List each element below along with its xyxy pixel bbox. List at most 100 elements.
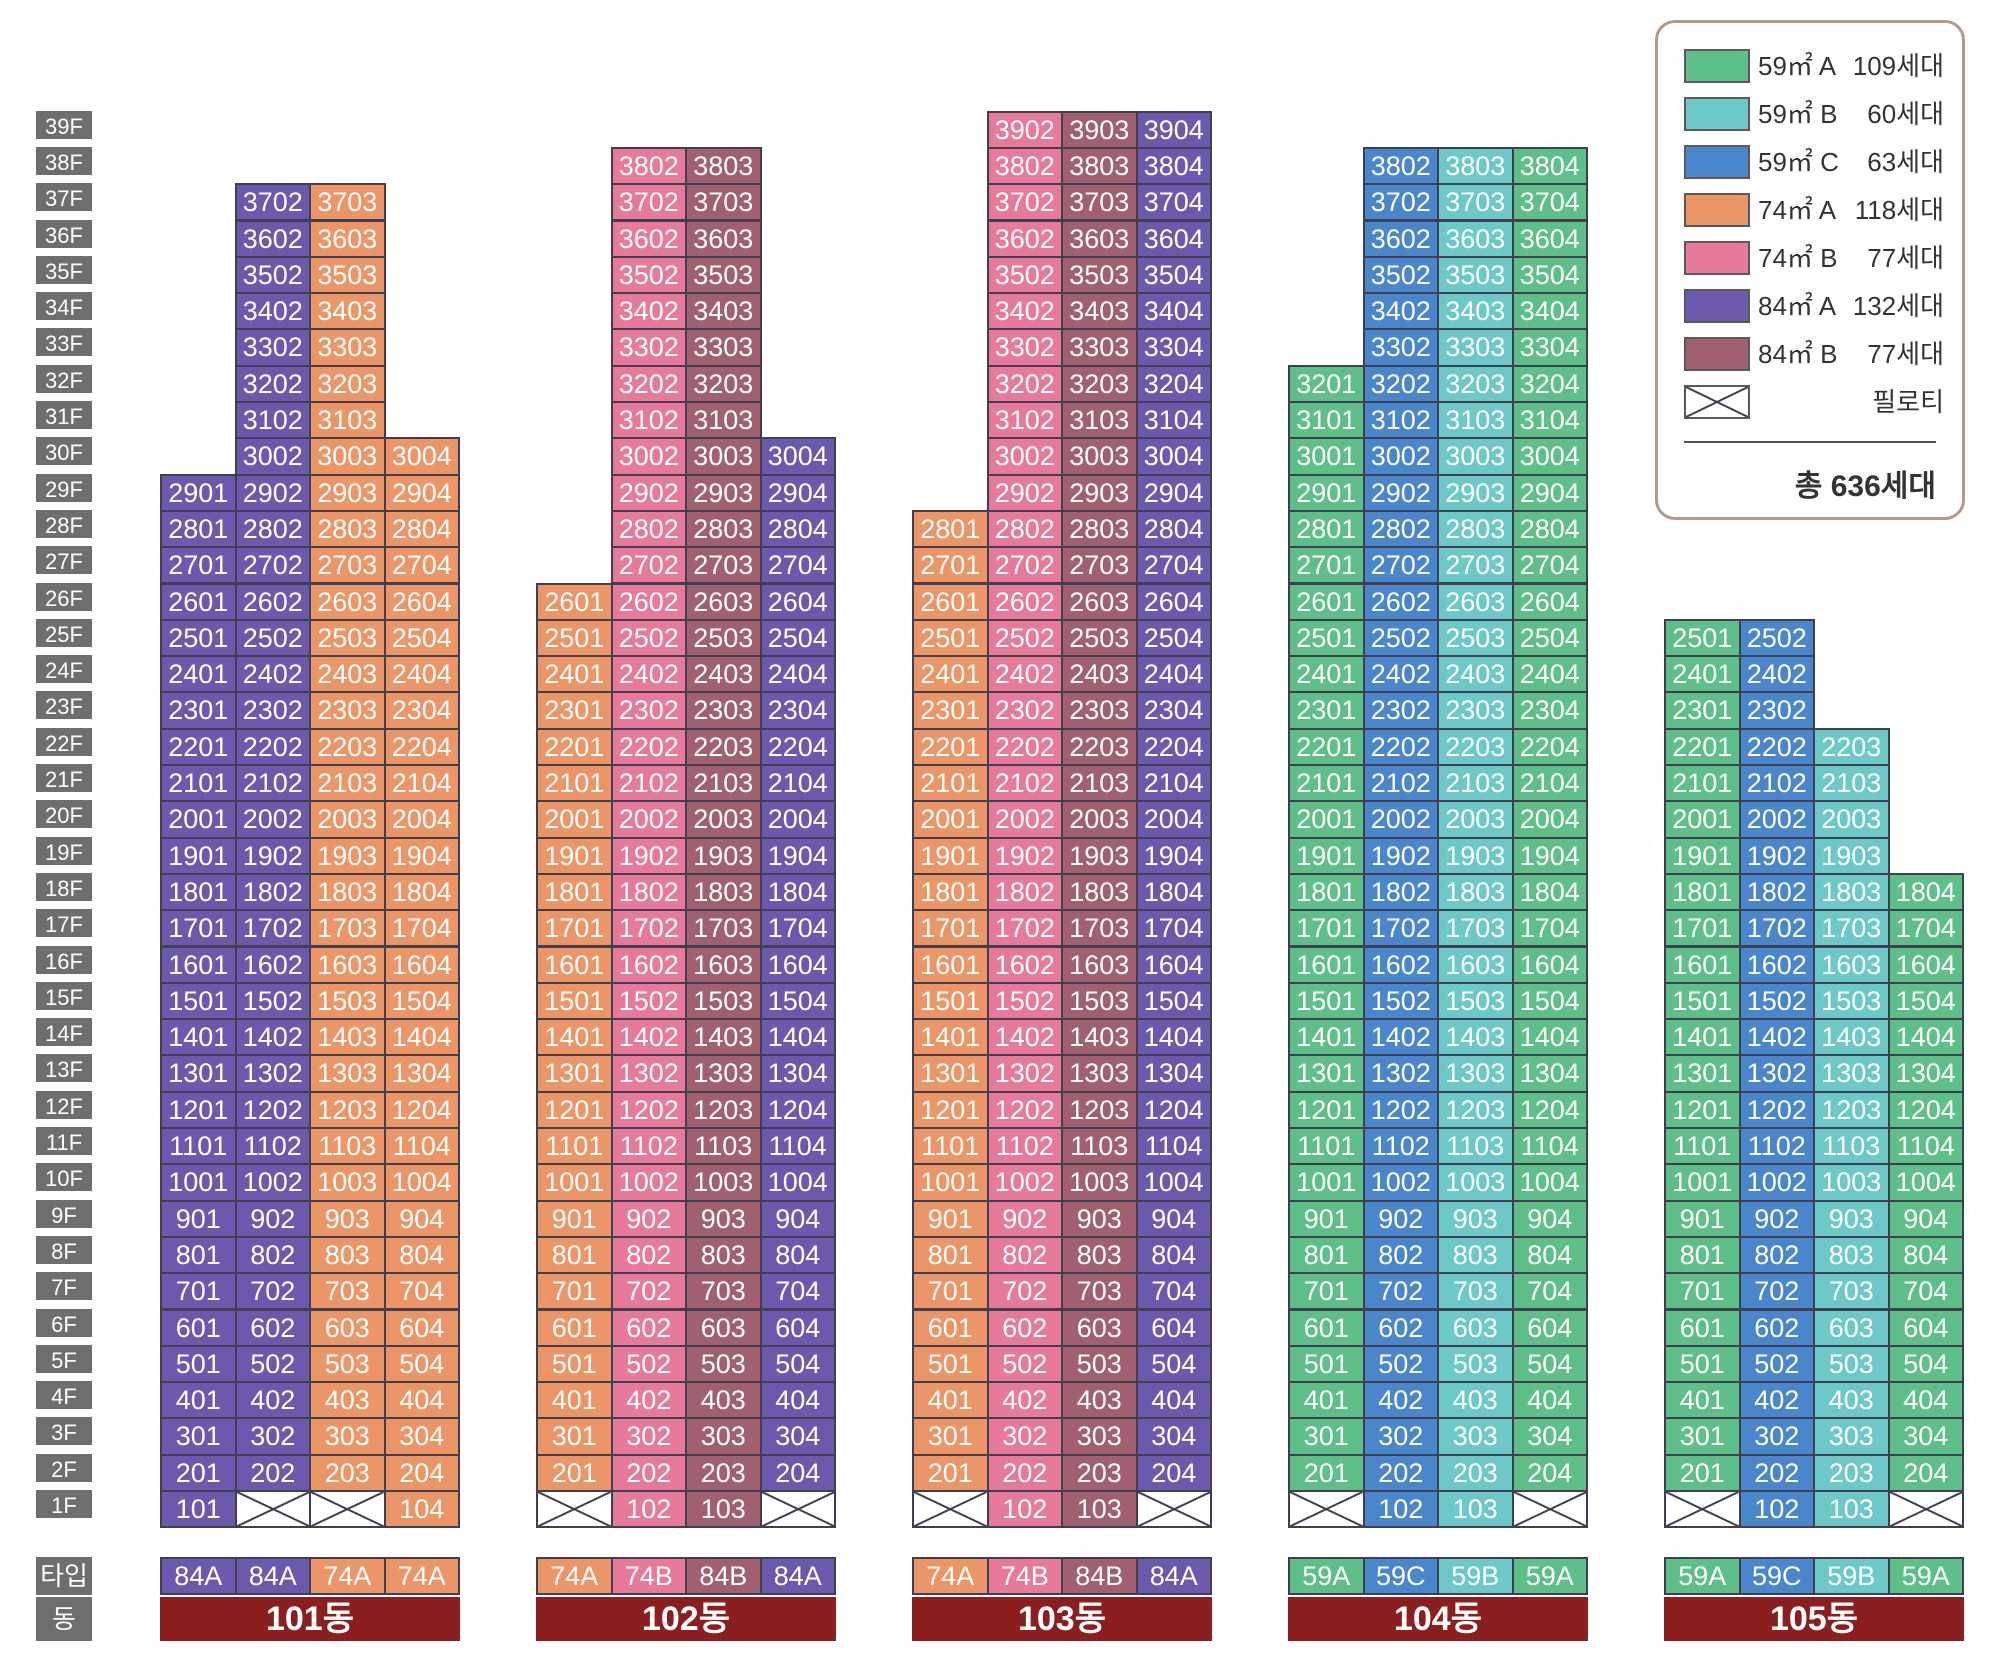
- unit-cell: 3001: [1288, 437, 1365, 476]
- unit-cell: 3402: [986, 292, 1063, 331]
- unit-cell: 301: [912, 1417, 989, 1456]
- unit-cell: 1002: [610, 1163, 687, 1202]
- unit-cell: 103: [1061, 1490, 1138, 1529]
- floor-label: 22F: [36, 727, 92, 760]
- unit-cell: 804: [1511, 1235, 1588, 1275]
- unit-cell: 1204: [1135, 1090, 1212, 1129]
- floor-label: 16F: [36, 945, 92, 978]
- unit-cell: 1703: [309, 909, 386, 948]
- unit-cell: 1704: [383, 909, 460, 948]
- unit-cell: 1801: [536, 872, 613, 912]
- unit-cell: 1202: [1362, 1090, 1439, 1129]
- unit-cell: 1301: [1288, 1054, 1365, 1093]
- unit-cell: 1501: [1288, 981, 1365, 1021]
- unit-cell: 2203: [1437, 727, 1514, 766]
- unit-cell: 2703: [1437, 546, 1514, 585]
- unit-cell: 2004: [1511, 800, 1588, 839]
- unit-cell: 3402: [1362, 292, 1439, 331]
- floor-label: 31F: [36, 401, 92, 433]
- unit-cell: 604: [759, 1308, 836, 1347]
- unit-cell: 2702: [610, 546, 687, 585]
- unit-cell: 1103: [1437, 1127, 1514, 1166]
- unit-cell: 2801: [160, 509, 237, 549]
- unit-cell: 2204: [759, 727, 836, 766]
- unit-cell: 1704: [759, 909, 836, 948]
- unit-cell: 3202: [610, 364, 687, 403]
- unit-cell: 301: [536, 1417, 613, 1456]
- unit-cell: 1004: [1887, 1163, 1964, 1202]
- unit-cell: 2202: [610, 727, 687, 766]
- legend-swatch: [1684, 289, 1750, 323]
- unit-cell: 2604: [1511, 582, 1588, 621]
- unit-type-label: 84A: [160, 1557, 237, 1595]
- unit-cell: 102: [610, 1490, 687, 1529]
- unit-cell: 2301: [912, 691, 989, 730]
- floor-label: 35F: [36, 255, 92, 288]
- building-name: 102동: [536, 1597, 836, 1641]
- unit-cell: 3602: [234, 219, 311, 258]
- unit-cell: 3203: [685, 364, 762, 403]
- unit-cell: 603: [1813, 1308, 1890, 1347]
- unit-cell: 2403: [309, 655, 386, 694]
- unit-cell: 2804: [1511, 509, 1588, 549]
- unit-cell: 3503: [1061, 255, 1138, 295]
- unit-cell: 2101: [1288, 764, 1365, 803]
- floor-label: 37F: [36, 183, 92, 216]
- unit-cell: 1902: [1738, 836, 1815, 875]
- unit-cell: 1004: [383, 1163, 460, 1202]
- unit-cell: 303: [309, 1417, 386, 1456]
- unit-cell: 1602: [234, 945, 311, 984]
- unit-cell: 2401: [1664, 655, 1741, 694]
- unit-cell: 2602: [1362, 582, 1439, 621]
- unit-cell: 502: [1738, 1344, 1815, 1384]
- unit-cell: 2702: [986, 546, 1063, 585]
- floor-label: 13F: [36, 1054, 92, 1087]
- unit-cell: 2604: [759, 582, 836, 621]
- unit-cell: 304: [1511, 1417, 1588, 1456]
- unit-cell: 801: [536, 1235, 613, 1275]
- floor-label: 25F: [36, 618, 92, 651]
- unit-cell: 2302: [986, 691, 1063, 730]
- floor-label: 39F: [36, 110, 92, 143]
- unit-cell: 902: [1362, 1199, 1439, 1238]
- unit-cell: 2102: [1362, 764, 1439, 803]
- unit-cell: 3303: [309, 328, 386, 367]
- unit-cell: 3003: [685, 437, 762, 476]
- unit-cell: 303: [685, 1417, 762, 1456]
- piloti-cell: [234, 1490, 311, 1529]
- unit-cell: 3703: [685, 183, 762, 222]
- unit-cell: 404: [1135, 1381, 1212, 1420]
- unit-cell: 1402: [1738, 1018, 1815, 1057]
- unit-type-label: 74A: [383, 1557, 460, 1595]
- unit-cell: 1003: [309, 1163, 386, 1202]
- unit-cell: 1804: [1511, 872, 1588, 912]
- unit-cell: 3302: [1362, 328, 1439, 367]
- unit-cell: 2203: [685, 727, 762, 766]
- unit-cell: 2704: [759, 546, 836, 585]
- unit-type-label: 74A: [912, 1557, 989, 1595]
- unit-cell: 602: [1362, 1308, 1439, 1347]
- unit-cell: 903: [309, 1199, 386, 1238]
- unit-cell: 3002: [986, 437, 1063, 476]
- unit-cell: 1401: [160, 1018, 237, 1057]
- unit-cell: 1302: [610, 1054, 687, 1093]
- unit-cell: 2502: [234, 618, 311, 658]
- unit-cell: 104: [383, 1490, 460, 1529]
- unit-cell: 2403: [1437, 655, 1514, 694]
- unit-cell: 1903: [1437, 836, 1514, 875]
- unit-cell: 1802: [610, 872, 687, 912]
- unit-cell: 3204: [1135, 364, 1212, 403]
- unit-cell: 2503: [309, 618, 386, 658]
- legend: 총 636세대 59㎡ A 109세대 59㎡ B 60세대 59㎡ C 63세대 74㎡ …: [1655, 20, 1965, 520]
- unit-cell: 203: [309, 1453, 386, 1492]
- legend-count: 77세대: [1867, 339, 1944, 369]
- unit-cell: 704: [759, 1272, 836, 1311]
- unit-cell: 2803: [685, 509, 762, 549]
- unit-cell: 2301: [1664, 691, 1741, 730]
- legend-label: 84㎡ B: [1758, 339, 1838, 369]
- unit-cell: 702: [986, 1272, 1063, 1311]
- unit-cell: 3603: [1061, 219, 1138, 258]
- unit-cell: 3404: [1511, 292, 1588, 331]
- unit-cell: 2301: [160, 691, 237, 730]
- unit-cell: 1804: [1887, 872, 1964, 912]
